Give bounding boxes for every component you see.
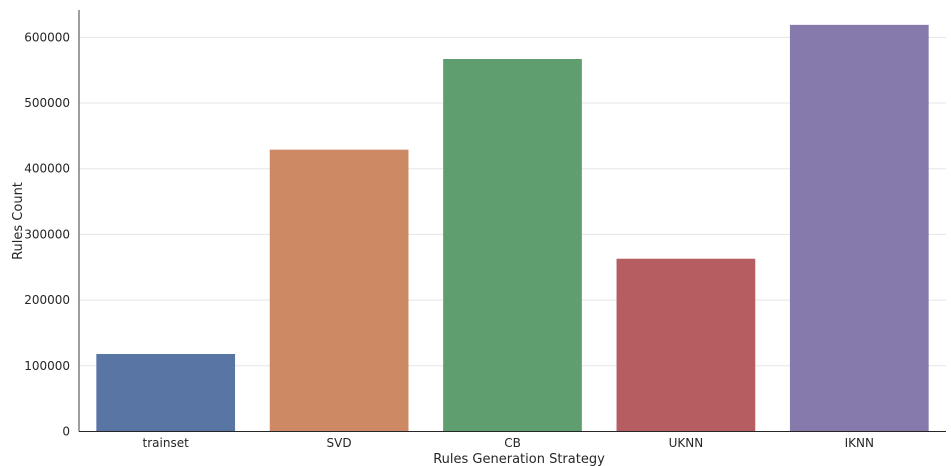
bars <box>96 24 929 432</box>
bar-trainset <box>96 353 236 432</box>
x-tick-label: UKNN <box>669 436 704 450</box>
y-tick-label: 300000 <box>24 227 70 241</box>
axes <box>78 10 946 432</box>
y-tick-label: 200000 <box>24 293 70 307</box>
y-tick-label: 0 <box>62 425 70 439</box>
y-tick-label: 600000 <box>24 30 70 44</box>
x-tick-label: CB <box>504 436 521 450</box>
y-tick-label: 100000 <box>24 359 70 373</box>
x-tick-label: IKNN <box>845 436 874 450</box>
y-tick-labels: 0 100000 200000 300000 400000 500000 600000 <box>24 30 70 438</box>
y-tick-label: 400000 <box>24 162 70 176</box>
y-axis-label: Rules Count <box>11 182 26 260</box>
bar-cb <box>443 59 582 432</box>
x-axis-label: Rules Generation Strategy <box>433 452 605 466</box>
bar-iknn <box>789 24 929 432</box>
x-tick-labels: trainset SVD CB UKNN IKNN <box>143 436 874 450</box>
y-tick-label: 500000 <box>24 96 70 110</box>
bar-svd <box>269 149 409 432</box>
x-tick-label: SVD <box>327 436 352 450</box>
bar-uknn <box>616 258 756 432</box>
x-tick-label: trainset <box>143 436 190 450</box>
